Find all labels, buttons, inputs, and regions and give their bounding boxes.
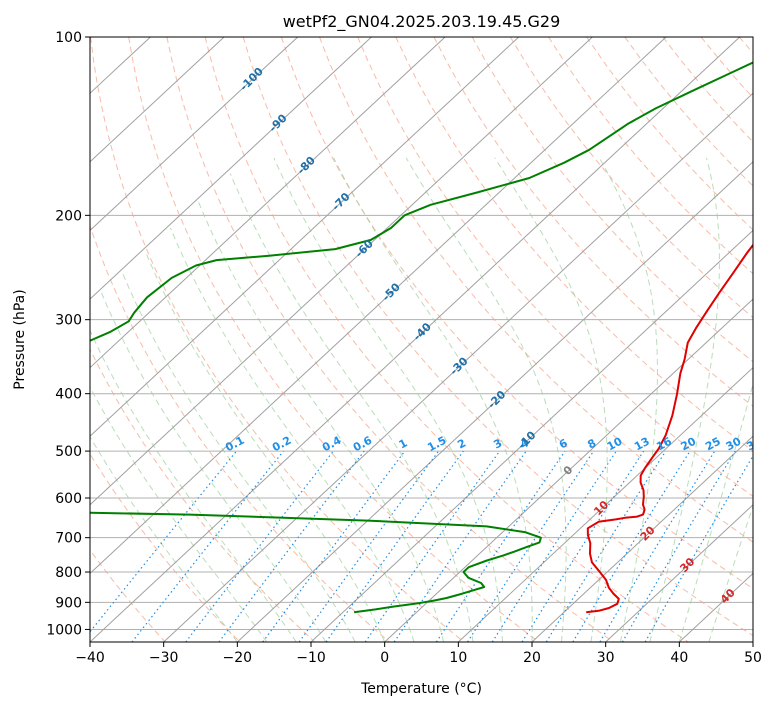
mixing-ratio-line bbox=[621, 450, 736, 642]
mixing-ratio-line bbox=[599, 450, 716, 642]
isotherm bbox=[605, 504, 753, 642]
y-tick-label: 400 bbox=[55, 387, 82, 403]
moist-adiabat bbox=[100, 292, 327, 642]
isotherm bbox=[90, 37, 667, 575]
y-tick-label: 800 bbox=[55, 565, 82, 581]
background-lines bbox=[90, 37, 753, 642]
dry-adiabat bbox=[433, 37, 753, 407]
mixing-ratio-line bbox=[298, 450, 440, 642]
x-tick-label: −30 bbox=[149, 650, 179, 666]
isotherm bbox=[310, 229, 753, 642]
isotherm bbox=[531, 435, 753, 642]
mixing-ratio-line bbox=[325, 450, 464, 642]
y-tick-label: 600 bbox=[55, 491, 82, 507]
x-tick-label: 0 bbox=[380, 650, 389, 666]
isotherm bbox=[457, 366, 753, 642]
plot-frame bbox=[89, 36, 754, 643]
mixing-ratio-label: 36 bbox=[744, 435, 764, 454]
moist-adiabat bbox=[144, 251, 386, 642]
moist-adiabat bbox=[90, 385, 268, 642]
mixing-ratio-line bbox=[545, 450, 667, 642]
chart-title: wetPf2_GN04.2025.203.19.45.G29 bbox=[283, 12, 561, 32]
mixing-ratio-line bbox=[364, 450, 501, 642]
mixing-ratio-line bbox=[572, 450, 691, 642]
x-tick-label: −10 bbox=[296, 650, 326, 666]
mixing-ratio-label: 10 bbox=[605, 435, 625, 454]
x-tick-label: 40 bbox=[670, 650, 688, 666]
mixing-ratio-label: 13 bbox=[632, 435, 652, 454]
moist-adiabat bbox=[678, 382, 753, 642]
moist-adiabat bbox=[494, 157, 608, 642]
profile-lines bbox=[90, 61, 753, 614]
mixing-ratio-line bbox=[466, 450, 595, 642]
dry-adiabat bbox=[90, 37, 465, 642]
dry-adiabat bbox=[471, 37, 753, 363]
x-tick-label: 30 bbox=[597, 650, 615, 666]
isotherm bbox=[90, 37, 299, 232]
dry-adiabat bbox=[90, 348, 316, 642]
isotherm bbox=[163, 92, 753, 642]
mixing-ratio-line bbox=[521, 450, 645, 642]
dry-adiabat bbox=[90, 224, 390, 642]
y-tick-label: 500 bbox=[55, 444, 82, 460]
x-axis-title: Temperature (°C) bbox=[360, 681, 482, 697]
dewpoint-upper-profile bbox=[90, 61, 753, 342]
isotherm bbox=[90, 37, 225, 163]
mixing-ratio-line bbox=[218, 450, 365, 642]
isotherm bbox=[236, 161, 753, 642]
mixing-ratio-label: 20 bbox=[679, 435, 699, 454]
moist-adiabat bbox=[649, 157, 720, 642]
y-tick-label: 100 bbox=[55, 30, 82, 46]
x-tick-label: 20 bbox=[523, 650, 541, 666]
x-tick-label: 10 bbox=[449, 650, 467, 666]
dry-adiabat bbox=[319, 37, 753, 543]
mixing-ratio-line bbox=[262, 450, 406, 642]
dry-adiabat bbox=[128, 37, 540, 642]
isotherm bbox=[90, 37, 446, 369]
moist-adiabat bbox=[598, 157, 658, 642]
moist-adiabat bbox=[198, 201, 445, 642]
mixing-ratio-label: 25 bbox=[703, 435, 723, 454]
mixing-ratio-label: 30 bbox=[724, 435, 744, 454]
x-tick-label: −20 bbox=[223, 650, 253, 666]
mixing-ratio-label: 16 bbox=[654, 435, 674, 454]
mixing-ratio-line bbox=[491, 450, 617, 642]
mixing-ratio-line bbox=[644, 454, 753, 642]
dry-adiabat bbox=[166, 37, 614, 642]
moist-adiabat bbox=[333, 157, 533, 642]
x-tick-label: 50 bbox=[744, 650, 762, 666]
dewpoint-profile bbox=[90, 511, 542, 614]
moist-adiabat bbox=[169, 227, 415, 642]
temperature-profile bbox=[586, 243, 753, 614]
isotherm bbox=[90, 37, 741, 642]
isotherm bbox=[384, 298, 753, 642]
y-tick-label: 300 bbox=[55, 313, 82, 329]
dry-adiabat bbox=[90, 452, 241, 642]
y-tick-label: 900 bbox=[55, 595, 82, 611]
isotherm bbox=[90, 37, 372, 300]
x-tick-label: −40 bbox=[75, 650, 105, 666]
isotherm bbox=[90, 37, 593, 506]
y-tick-label: 200 bbox=[55, 208, 82, 224]
moist-adiabat bbox=[405, 157, 567, 642]
y-tick-label: 1000 bbox=[46, 622, 82, 638]
isotherm bbox=[90, 37, 520, 437]
moist-adiabat bbox=[273, 157, 503, 642]
moist-adiabat bbox=[122, 272, 356, 642]
mixing-ratio-line bbox=[90, 450, 237, 633]
y-axis-title: Pressure (hPa) bbox=[12, 289, 28, 389]
y-tick-label: 700 bbox=[55, 531, 82, 547]
